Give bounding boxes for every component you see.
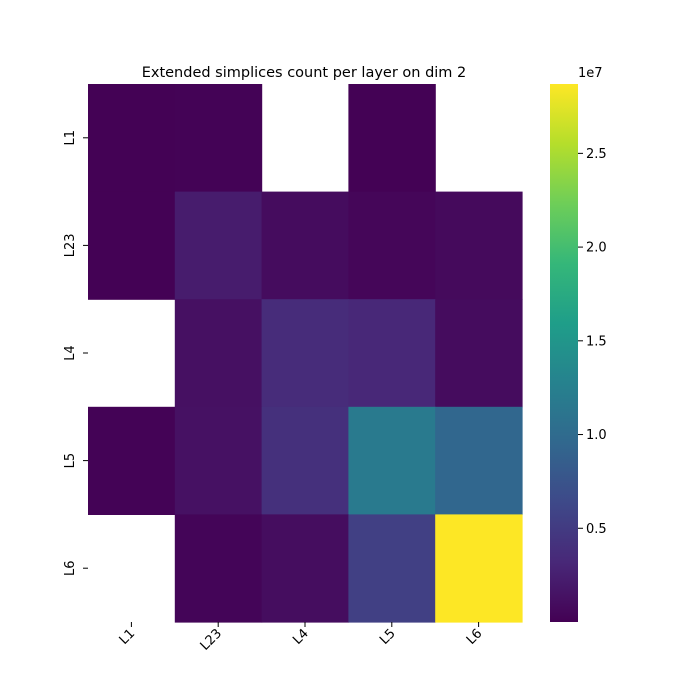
row-label-l5: L5: [63, 453, 78, 469]
heatmap-cell-l6-l4: [261, 514, 349, 623]
column-label-l4: L4: [290, 626, 312, 648]
row-label-l23: L23: [63, 234, 78, 258]
column-axis: L1 L23 L4 L5 L6: [117, 622, 486, 654]
heatmap-cell-l5-l4: [261, 406, 349, 515]
colorbar-tick-label: 0.5: [586, 522, 607, 537]
colorbar-gradient: [550, 84, 578, 622]
colorbar-multiplier: 1e7: [578, 66, 603, 81]
row-label-l4: L4: [63, 345, 78, 361]
column-label-l5: L5: [377, 626, 399, 648]
heatmap-cell-l5-l5: [348, 406, 436, 515]
colorbar-tick-label: 2.5: [586, 147, 607, 162]
column-label-l1: L1: [117, 626, 139, 648]
column-label-l6: L6: [464, 626, 486, 648]
heatmap-cell-l5-l6: [435, 406, 523, 515]
colorbar-tick-label: 1.0: [586, 428, 607, 443]
heatmap-cell-l5-l23: [174, 406, 263, 515]
heatmap-cells: [88, 84, 523, 623]
colorbar-tick-label: 1.5: [586, 334, 607, 349]
row-label-l1: L1: [63, 130, 78, 146]
heatmap-cell-l4-l5: [348, 299, 436, 408]
heatmap-cell-l4-l23: [174, 299, 263, 408]
heatmap-cell-l6-l5: [348, 514, 436, 623]
heatmap-cell-l1-l23: [174, 84, 263, 193]
heatmap-cell-l6-l6: [435, 514, 523, 623]
chart-title: Extended simplices count per layer on di…: [142, 65, 467, 81]
heatmap-cell-l23-l23: [174, 191, 263, 300]
colorbar: 0.5 1.0 1.5 2.0 2.5 1e7: [550, 66, 607, 622]
colorbar-tick-label: 2.0: [586, 241, 607, 256]
heatmap-cell-l1-l1: [88, 84, 176, 193]
heatmap-cell-l23-l6: [435, 191, 523, 300]
heatmap-cell-l23-l1: [88, 191, 176, 300]
column-label-l23: L23: [198, 626, 225, 653]
heatmap-cell-l4-l6: [435, 299, 523, 408]
heatmap-cell-l6-l23: [174, 514, 263, 623]
heatmap-cell-l23-l5: [348, 191, 436, 300]
heatmap-cell-l1-l5: [348, 84, 436, 193]
heatmap-cell-l5-l1: [88, 406, 176, 515]
heatmap-cell-l4-l4: [261, 299, 349, 408]
heatmap-cell-l23-l4: [261, 191, 349, 300]
row-axis: L1 L23 L4 L5 L6: [63, 130, 88, 576]
row-label-l6: L6: [63, 560, 78, 576]
